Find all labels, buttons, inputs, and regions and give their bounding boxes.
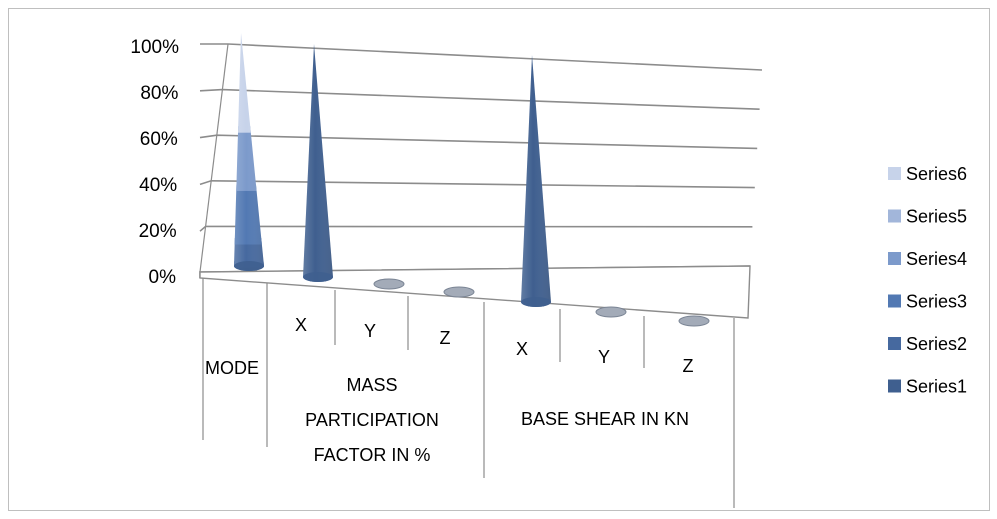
legend-label: Series6 — [906, 164, 967, 184]
zero-value-disc — [678, 315, 710, 327]
legend-label: Series4 — [906, 249, 967, 269]
zero-value-disc — [443, 286, 475, 298]
cone-base — [234, 261, 264, 271]
legend-swatch — [888, 294, 901, 308]
gridline — [199, 179, 755, 189]
gridline — [199, 134, 758, 150]
gridline — [199, 88, 760, 110]
legend-label: Series1 — [906, 377, 967, 397]
category-label: MODE — [205, 358, 259, 378]
category-axis: MODE X Y Z X Y Z MASS PARTICIPATION FACTOR IN % BA… — [202, 278, 735, 508]
y-tick-label: 80% — [140, 83, 178, 104]
chart-floor — [199, 265, 751, 319]
category-label: X — [295, 315, 307, 335]
side-wall-edge — [199, 43, 229, 273]
group-label-line: BASE SHEAR IN KN — [521, 409, 689, 429]
y-tick-label: 40% — [139, 175, 177, 196]
y-tick-label: 20% — [139, 221, 177, 242]
cone-base — [303, 272, 333, 282]
legend-item-series2: Series2 — [888, 334, 967, 354]
legend-item-series5: Series5 — [888, 207, 967, 227]
cone-6 — [595, 306, 627, 318]
y-axis-ticks: 0% 20% 40% 60% 80% 100% — [130, 37, 179, 288]
category-label: Y — [364, 321, 376, 341]
y-tick-label: 100% — [130, 37, 179, 58]
y-tick-label: 60% — [140, 129, 178, 150]
group-label-line: PARTICIPATION — [305, 410, 439, 430]
gridlines — [199, 43, 763, 278]
category-label: Y — [598, 347, 610, 367]
legend-swatch — [888, 337, 901, 350]
cone-3 — [373, 278, 405, 290]
legend-label: Series5 — [906, 207, 967, 227]
cone-base — [521, 297, 551, 307]
legend-item-series6: Series6 — [888, 164, 967, 184]
legend-label: Series2 — [906, 334, 967, 354]
chart-area — [8, 8, 990, 511]
legend-item-series3: Series3 — [888, 292, 967, 312]
gridline — [200, 43, 763, 71]
floor-plane — [199, 265, 751, 319]
chart-walls — [199, 43, 229, 273]
category-label: Z — [440, 328, 451, 348]
legend-item-series4: Series4 — [888, 249, 967, 269]
group-label-line: MASS — [346, 375, 397, 395]
cone-shading — [303, 44, 333, 282]
cone-1 — [234, 33, 264, 271]
legend-swatch — [888, 379, 901, 393]
legend-swatch — [888, 209, 901, 223]
legend-swatch — [888, 167, 901, 180]
legend-label: Series3 — [906, 292, 967, 312]
cone-shading — [234, 33, 264, 271]
legend-item-series1: Series1 — [888, 377, 967, 397]
legend-swatch — [888, 252, 901, 265]
category-label: X — [516, 339, 528, 359]
cone-7 — [678, 315, 710, 327]
group-label-line: FACTOR IN % — [314, 445, 431, 465]
zero-value-disc — [373, 278, 405, 290]
cone-2 — [303, 44, 333, 282]
zero-value-disc — [595, 306, 627, 318]
legend: Series6 Series5 Series4 Series3 Series2 Serie… — [888, 164, 967, 397]
y-tick-label: 0% — [149, 267, 177, 288]
category-label: Z — [683, 356, 694, 376]
gridline — [199, 225, 753, 232]
cone-4 — [443, 286, 475, 298]
